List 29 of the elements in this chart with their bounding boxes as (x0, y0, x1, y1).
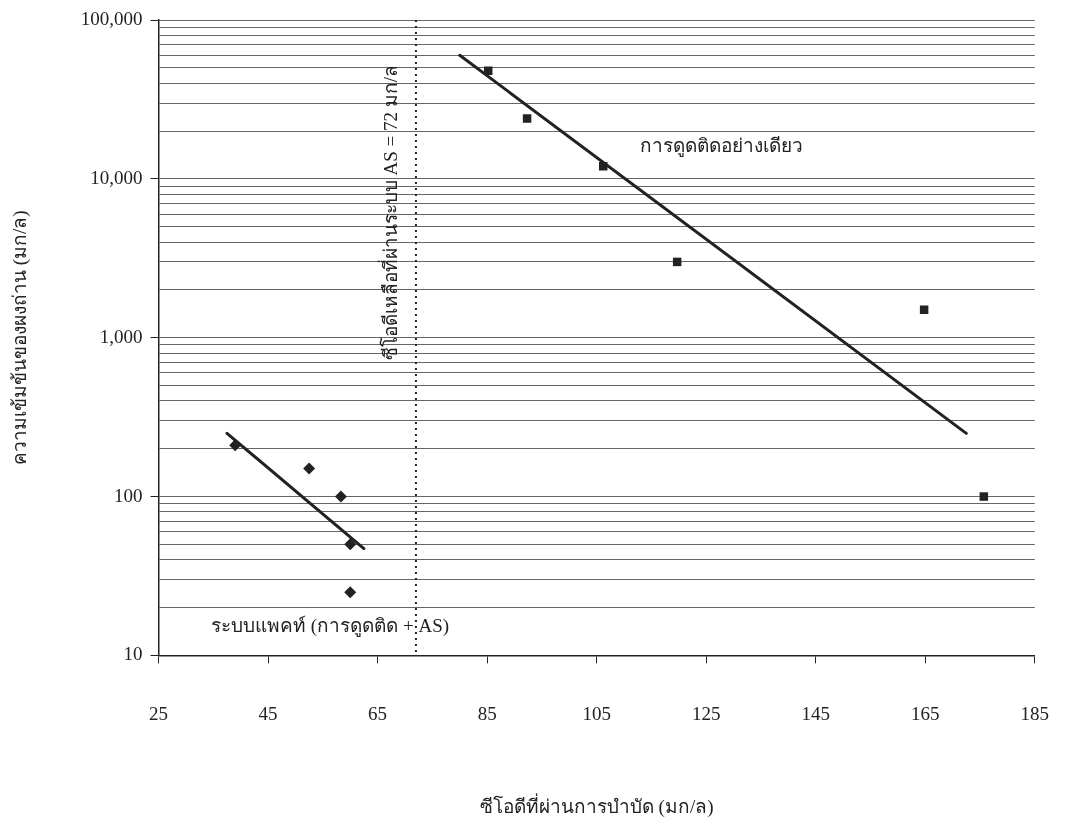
y-tick-label: 10 (123, 643, 143, 665)
point (979, 492, 989, 501)
point (303, 462, 316, 475)
point (522, 114, 532, 123)
point (598, 162, 608, 171)
x-axis-title: ซีโอดีที่ผ่านการบำบัด (มก/ล) (479, 792, 714, 818)
x-tick-label: 105 (582, 702, 611, 724)
x-tick-label: 45 (258, 702, 278, 724)
point (229, 439, 242, 452)
ref-line-label: ซีโอดีเหลือที่ผ่านระบบ AS = 72 มก/ล (377, 65, 402, 361)
x-tick-label: 85 (477, 702, 497, 724)
y-tick-label: 100 (114, 484, 143, 506)
x-tick-label: 65 (368, 702, 388, 724)
series-label: ระบบแพคท์ (การดูดติด + AS) (211, 614, 450, 637)
y-tick-label: 1,000 (99, 325, 143, 347)
x-tick-label: 145 (801, 702, 830, 724)
x-tick-label: 125 (691, 702, 721, 724)
point (334, 490, 347, 503)
y-tick-label: 100,000 (80, 7, 143, 29)
point (919, 305, 929, 314)
y-axis-title: ความเข้มข้นของผงถ่าน (มก/ล) (9, 210, 32, 466)
y-tick-label: 10,000 (90, 166, 143, 188)
x-tick-label: 185 (1020, 702, 1049, 724)
series-label: การดูดติดอย่างเดียว (640, 135, 804, 158)
point (344, 538, 357, 551)
x-tick-label: 165 (910, 702, 940, 724)
x-tick-label: 25 (149, 702, 169, 724)
point (483, 66, 493, 75)
point (344, 586, 357, 599)
